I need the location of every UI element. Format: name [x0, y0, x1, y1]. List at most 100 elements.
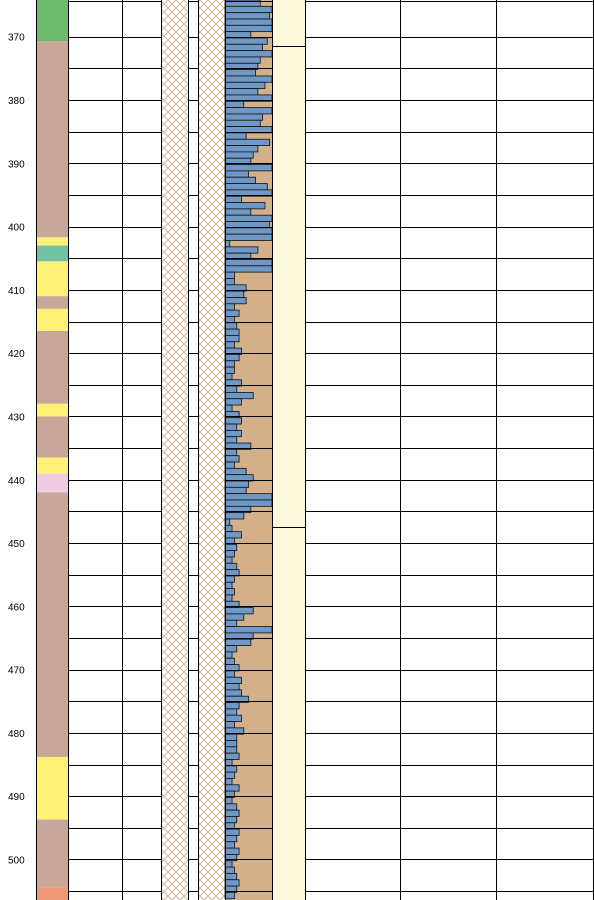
profile-bar	[224, 493, 273, 501]
profile-bar	[224, 721, 235, 729]
profile-bar	[224, 176, 256, 184]
profile-bar	[224, 873, 238, 881]
profile-bar	[224, 575, 235, 583]
profile-bar	[224, 879, 240, 887]
profile-bar	[224, 145, 259, 153]
profile-bar	[224, 126, 273, 134]
lithology-column	[37, 0, 68, 900]
profile-bar	[224, 619, 238, 627]
profile-bar	[224, 309, 240, 317]
lithology-interval	[37, 457, 68, 474]
profile-bar	[224, 37, 268, 45]
profile-bar	[224, 195, 242, 203]
profile-bar	[224, 404, 233, 412]
profile-bar	[224, 341, 235, 349]
profile-bar	[224, 467, 247, 476]
pattern-track-left	[161, 0, 188, 900]
lithology-interval	[37, 41, 68, 238]
profile-bar	[224, 689, 242, 697]
profile-bar	[224, 448, 238, 457]
profile-bar	[224, 24, 273, 33]
depth-tick-label: 440	[8, 476, 25, 487]
profile-bar	[224, 588, 235, 596]
profile-bar	[224, 75, 273, 83]
lithology-interval	[37, 403, 68, 417]
depth-tick-label: 470	[8, 666, 25, 677]
profile-bar	[224, 778, 233, 786]
profile-bar	[224, 88, 259, 96]
lithology-interval	[37, 0, 68, 42]
profile-bar	[224, 183, 268, 191]
depth-axis-labels: 370 380 390 400 410 420 430 440 450 460 470 480 490 5…	[8, 33, 25, 867]
profile-bar	[224, 265, 273, 273]
depth-tick-label: 410	[8, 286, 25, 297]
profile-bar	[224, 227, 273, 235]
profile-bar	[224, 271, 235, 279]
profile-bar	[224, 702, 240, 710]
profile-bar	[224, 354, 240, 362]
profile-bar	[224, 208, 252, 216]
profile-bar	[224, 543, 238, 552]
profile-bar	[224, 303, 235, 311]
lithology-interval	[37, 416, 68, 458]
profile-bar	[224, 18, 273, 26]
profile-bar	[224, 5, 273, 14]
profile-bar	[224, 436, 238, 444]
profile-bar	[224, 81, 266, 90]
depth-tick-label: 500	[8, 855, 25, 866]
profile-bar	[224, 746, 238, 754]
profile-bar	[224, 803, 238, 811]
profile-bar	[224, 752, 240, 760]
bar-profile-track	[224, 0, 273, 900]
depth-tick-label: 380	[8, 96, 25, 107]
profile-bar	[224, 385, 238, 393]
profile-bar	[224, 392, 254, 400]
profile-bar	[224, 297, 247, 305]
lithology-interval	[37, 261, 68, 297]
profile-bar	[224, 638, 252, 646]
profile-bar	[224, 316, 235, 324]
profile-bar	[224, 594, 233, 602]
profile-bar	[224, 423, 238, 431]
profile-bar	[224, 809, 240, 817]
profile-bar	[224, 670, 235, 678]
pattern-track-right	[198, 0, 225, 900]
lithology-interval	[37, 308, 68, 332]
profile-bar	[224, 366, 235, 374]
profile-bar	[224, 373, 233, 381]
depth-tick-label: 420	[8, 349, 25, 360]
profile-bar	[224, 531, 242, 539]
lithology-interval	[37, 245, 68, 262]
profile-bar	[224, 290, 245, 298]
profile-bar	[224, 335, 240, 343]
profile-bar	[224, 676, 242, 684]
profile-bar	[224, 360, 235, 368]
profile-bar	[224, 645, 238, 653]
profile-bar	[224, 50, 273, 58]
profile-bar	[224, 221, 271, 229]
lithology-interval	[37, 237, 68, 246]
depth-tick-label: 430	[8, 412, 25, 423]
profile-bar	[224, 892, 235, 900]
profile-bar	[224, 784, 240, 792]
profile-bar	[224, 398, 242, 406]
profile-bar	[224, 626, 273, 634]
profile-bar	[224, 562, 238, 571]
profile-bar	[224, 170, 249, 178]
depth-tick-label: 400	[8, 223, 25, 234]
profile-bar	[224, 550, 235, 558]
depth-tick-label: 480	[8, 729, 25, 740]
profile-bar	[224, 816, 238, 824]
profile-bar	[224, 56, 261, 64]
profile-bar	[224, 847, 240, 855]
profile-bar	[224, 12, 271, 20]
profile-bar	[224, 278, 235, 286]
profile-bar	[224, 100, 245, 108]
profile-bar	[224, 429, 242, 438]
depth-tick-label: 490	[8, 792, 25, 803]
profile-bar	[224, 759, 233, 767]
profile-bar	[224, 651, 233, 659]
unit-boundaries	[272, 46, 305, 528]
lithology-interval	[37, 492, 68, 757]
depth-tick-label: 370	[8, 33, 25, 44]
